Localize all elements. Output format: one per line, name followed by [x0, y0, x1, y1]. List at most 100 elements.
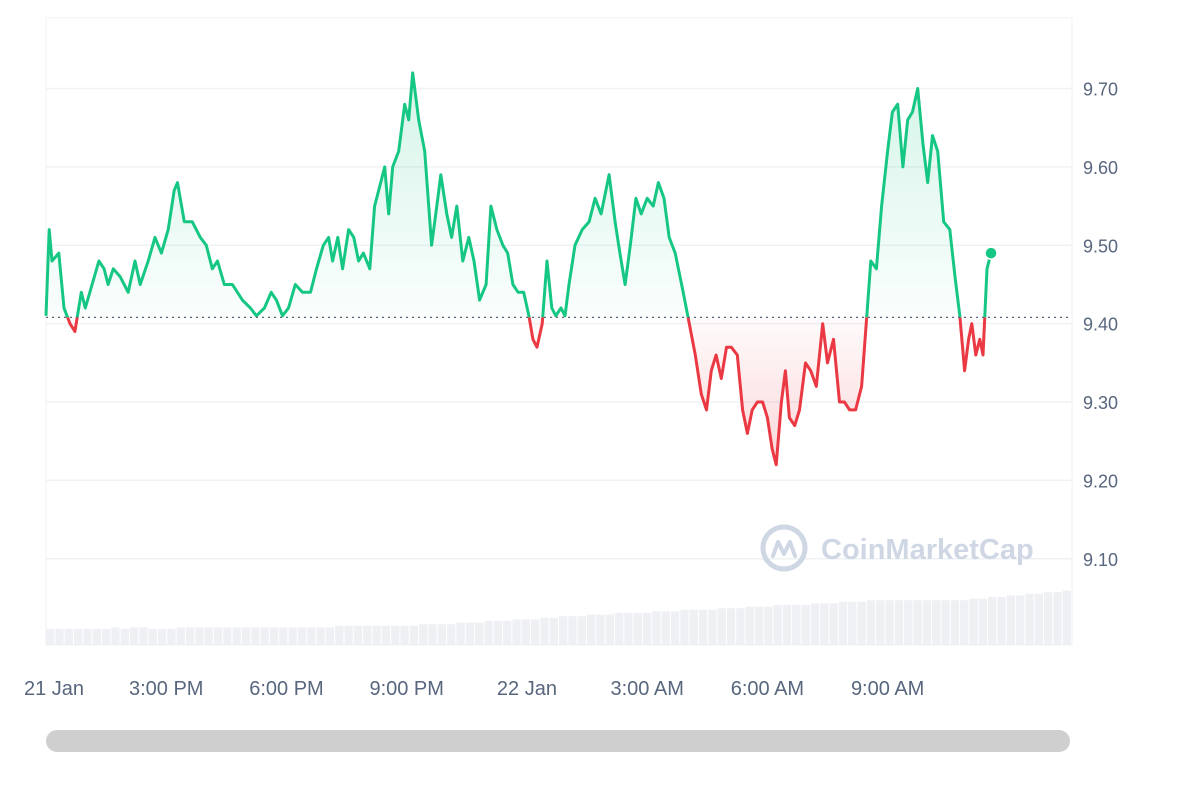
volume-bar: [325, 627, 335, 645]
volume-bar: [773, 605, 782, 645]
y-axis-labels: 9.70 9.60 9.50 9.40 9.30 9.20 9.10: [1083, 80, 1118, 570]
volume-bar: [614, 613, 624, 645]
x-tick-label: 21 Jan: [24, 678, 84, 700]
x-tick-label: 6:00 AM: [731, 678, 804, 700]
volume-bar: [55, 629, 64, 645]
volume-bar: [652, 611, 661, 645]
volume-bar: [1062, 590, 1071, 645]
coinmarketcap-logo-icon: [760, 524, 808, 572]
volume-bar: [213, 627, 223, 645]
volume-bar: [46, 629, 55, 645]
volume-bar: [941, 600, 950, 645]
volume-bar: [363, 625, 372, 645]
volume-bar: [92, 629, 101, 645]
volume-bar: [493, 621, 503, 645]
volume-bar: [680, 609, 689, 645]
volume-bar: [764, 606, 773, 645]
volume-bar: [111, 627, 120, 645]
volume-bar: [381, 625, 391, 645]
volume-bar: [148, 629, 157, 645]
volume-bar: [484, 621, 493, 645]
volume-bar: [1016, 595, 1025, 645]
volume-bar: [1053, 592, 1062, 645]
volume-bar: [419, 624, 428, 645]
volume-bar: [960, 600, 969, 645]
volume-bar: [577, 616, 586, 645]
volume-bar: [894, 600, 904, 645]
volume-bar: [251, 627, 260, 645]
volume-bar: [73, 629, 83, 645]
volume-bar: [885, 600, 894, 645]
volume-bar: [120, 629, 129, 645]
volume-bar: [633, 613, 642, 645]
volume-bar: [512, 619, 521, 645]
volume-bar: [559, 616, 568, 645]
y-tick-label: 9.10: [1083, 550, 1118, 570]
grid-lines: [45, 17, 1073, 646]
x-axis-labels: 21 Jan 3:00 PM 6:00 PM 9:00 PM 22 Jan 3:00 AM…: [24, 678, 924, 700]
volume-bar: [708, 609, 717, 645]
volume-bar: [260, 627, 269, 645]
volume-bar: [670, 611, 680, 645]
watermark-text: CoinMarketCap: [821, 534, 1034, 566]
volume-bar: [913, 600, 922, 645]
y-tick-label: 9.20: [1083, 471, 1118, 491]
volume-bar: [988, 597, 997, 645]
volume-bar: [1044, 592, 1053, 645]
x-tick-label: 3:00 AM: [610, 678, 683, 700]
volume-bar: [316, 627, 325, 645]
price-line-down: [65, 317, 987, 467]
volume-bar: [978, 598, 988, 645]
volume-bar: [838, 601, 848, 645]
volume-bar: [932, 600, 941, 645]
x-tick-label: 6:00 PM: [249, 678, 323, 700]
volume-bar: [185, 627, 195, 645]
volume-bar: [129, 627, 139, 645]
volume-bar: [437, 624, 447, 645]
volume-bar: [829, 603, 838, 645]
volume-bar: [820, 603, 829, 645]
volume-bar: [223, 627, 232, 645]
volume-bar: [475, 622, 484, 645]
volume-bar: [698, 609, 708, 645]
volume-bar: [335, 625, 344, 645]
volume-bar: [157, 629, 167, 645]
price-line: [44, 71, 993, 467]
volume-bar: [642, 613, 652, 645]
volume-bar: [717, 608, 726, 645]
volume-bar: [503, 621, 512, 645]
y-tick-label: 9.40: [1083, 315, 1118, 335]
volume-bar: [726, 608, 736, 645]
volume-bar: [661, 611, 670, 645]
x-tick-label: 9:00 PM: [369, 678, 443, 700]
volume-bar: [64, 629, 73, 645]
volume-bar: [83, 629, 92, 645]
volume-bar: [754, 606, 764, 645]
y-tick-label: 9.50: [1083, 236, 1118, 256]
volume-bar: [950, 600, 960, 645]
volume-bar: [605, 614, 614, 645]
volume-bar: [848, 601, 857, 645]
volume-bar: [1034, 593, 1044, 645]
x-tick-label: 22 Jan: [497, 678, 557, 700]
x-tick-label: 9:00 AM: [851, 678, 924, 700]
volume-bar: [792, 605, 801, 645]
volume-bar: [353, 625, 363, 645]
volume-bar: [904, 600, 913, 645]
volume-bar: [531, 619, 540, 645]
volume-bar: [447, 624, 456, 645]
volume-bar: [689, 609, 698, 645]
volume-bar: [241, 627, 251, 645]
coinmarketcap-watermark: CoinMarketCap: [760, 524, 1034, 572]
volume-bar: [297, 627, 307, 645]
volume-bar: [288, 627, 297, 645]
timeline-scrollbar[interactable]: [46, 730, 1070, 752]
volume-bar: [101, 629, 111, 645]
volume-bar: [596, 614, 605, 645]
volume-bar: [372, 625, 381, 645]
x-tick-label: 3:00 PM: [129, 678, 203, 700]
last-price-dot[interactable]: [984, 246, 998, 260]
volume-bar: [195, 627, 204, 645]
